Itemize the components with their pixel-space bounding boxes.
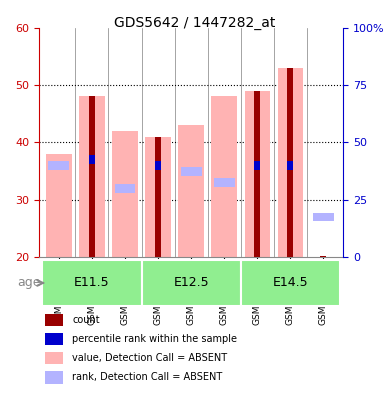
Text: E12.5: E12.5 (173, 276, 209, 290)
Bar (313, 213, 334, 222)
Bar (278, 68, 303, 257)
Bar (45, 314, 63, 326)
Bar (241, 28, 274, 257)
Bar (145, 137, 171, 257)
Bar (155, 137, 161, 257)
Text: age: age (17, 276, 41, 290)
Bar (45, 333, 63, 345)
Text: percentile rank within the sample: percentile rank within the sample (73, 334, 238, 344)
Bar (108, 28, 142, 257)
Bar (181, 167, 202, 176)
Text: GDS5642 / 1447282_at: GDS5642 / 1447282_at (114, 16, 276, 30)
Text: rank, Detection Call = ABSENT: rank, Detection Call = ABSENT (73, 373, 223, 382)
Bar (56, 161, 62, 170)
Bar (307, 28, 340, 257)
Bar (274, 28, 307, 257)
Bar (89, 96, 95, 257)
Bar (155, 161, 161, 170)
Bar (175, 28, 207, 257)
Bar (254, 91, 260, 257)
Bar (188, 167, 194, 176)
Bar (45, 352, 63, 364)
FancyBboxPatch shape (142, 260, 241, 306)
Text: E11.5: E11.5 (74, 276, 110, 290)
Bar (254, 161, 260, 170)
Bar (115, 184, 135, 193)
Text: value, Detection Call = ABSENT: value, Detection Call = ABSENT (73, 353, 228, 363)
Bar (321, 256, 326, 257)
Bar (245, 91, 270, 257)
Bar (79, 96, 105, 257)
Bar (75, 28, 108, 257)
FancyBboxPatch shape (42, 260, 142, 306)
Bar (287, 161, 293, 170)
Bar (287, 68, 293, 257)
Bar (45, 371, 63, 384)
Bar (178, 125, 204, 257)
Bar (211, 96, 237, 257)
Bar (46, 154, 72, 257)
Bar (112, 131, 138, 257)
Bar (142, 28, 175, 257)
Text: E14.5: E14.5 (273, 276, 308, 290)
Bar (42, 28, 75, 257)
Bar (221, 178, 227, 187)
Bar (89, 155, 95, 164)
FancyBboxPatch shape (241, 260, 340, 306)
Bar (48, 161, 69, 170)
Bar (214, 178, 234, 187)
Bar (207, 28, 241, 257)
Text: count: count (73, 315, 100, 325)
